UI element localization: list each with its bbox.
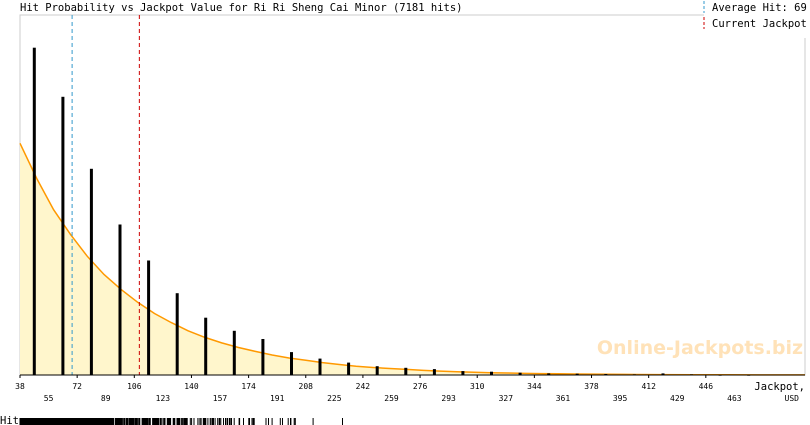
x-tick-label: 157 bbox=[213, 394, 228, 403]
x-tick-label: 361 bbox=[556, 394, 571, 403]
x-tick-label: 327 bbox=[499, 394, 514, 403]
hit-bar bbox=[89, 168, 93, 375]
y-axis-label: Hits bbox=[0, 415, 25, 425]
hit-distribution-strip bbox=[19, 418, 343, 425]
x-tick-label: 208 bbox=[299, 382, 314, 391]
hit-bar bbox=[547, 373, 551, 375]
hit-bar bbox=[232, 330, 236, 375]
x-tick-label: 89 bbox=[101, 394, 111, 403]
x-axis-label-line1: Jackpot, bbox=[754, 381, 805, 393]
x-tick-label: 446 bbox=[699, 382, 714, 391]
watermark: Online-Jackpots.biz bbox=[597, 337, 803, 359]
hit-bar bbox=[518, 372, 522, 375]
hit-bar bbox=[318, 358, 322, 375]
x-tick-label: 412 bbox=[641, 382, 656, 391]
hit-bar bbox=[32, 47, 36, 375]
x-tick-label: 378 bbox=[584, 382, 599, 391]
x-tick-label: 38 bbox=[15, 382, 25, 391]
x-tick-label: 293 bbox=[441, 394, 456, 403]
x-tick-label: 310 bbox=[470, 382, 485, 391]
legend-label: Average Hit: 69 bbox=[712, 2, 807, 14]
hit-bar bbox=[461, 371, 465, 375]
legend-box bbox=[704, 0, 809, 38]
hit-bar bbox=[347, 362, 351, 375]
hit-bar bbox=[118, 224, 122, 375]
hit-bar bbox=[261, 339, 265, 375]
x-tick-label: 174 bbox=[241, 382, 256, 391]
x-tick-label: 259 bbox=[384, 394, 399, 403]
hit-bar bbox=[432, 369, 436, 375]
x-tick-label: 242 bbox=[356, 382, 371, 391]
x-tick-label: 463 bbox=[727, 394, 742, 403]
x-tick-label: 106 bbox=[127, 382, 142, 391]
x-tick-label: 123 bbox=[156, 394, 171, 403]
chart-title: Hit Probability vs Jackpot Value for Ri … bbox=[20, 2, 463, 14]
hit-bar bbox=[147, 260, 151, 375]
hit-bar bbox=[175, 293, 179, 375]
x-tick-label: 55 bbox=[44, 394, 54, 403]
hit-bar bbox=[290, 352, 293, 375]
hit-bar bbox=[661, 373, 665, 375]
probability-area bbox=[20, 143, 805, 375]
hit-bar bbox=[404, 367, 408, 375]
x-tick-label: 72 bbox=[72, 382, 82, 391]
x-tick-label: 225 bbox=[327, 394, 342, 403]
hit-bar bbox=[204, 317, 208, 375]
x-tick-label: 429 bbox=[670, 394, 685, 403]
probability-curve bbox=[19, 142, 805, 376]
hit-bar bbox=[490, 371, 493, 375]
hit-bar bbox=[375, 366, 379, 375]
hit-bar bbox=[575, 373, 579, 375]
hit-bar bbox=[61, 96, 65, 376]
x-tick-label: 344 bbox=[527, 382, 542, 391]
x-axis-label-line2: USD bbox=[785, 394, 800, 403]
x-tick-label: 140 bbox=[184, 382, 199, 391]
x-tick-label: 276 bbox=[413, 382, 428, 391]
x-tick-label: 395 bbox=[613, 394, 628, 403]
legend-label: Current Jackpot bbox=[712, 18, 807, 30]
x-tick-label: 191 bbox=[270, 394, 285, 403]
